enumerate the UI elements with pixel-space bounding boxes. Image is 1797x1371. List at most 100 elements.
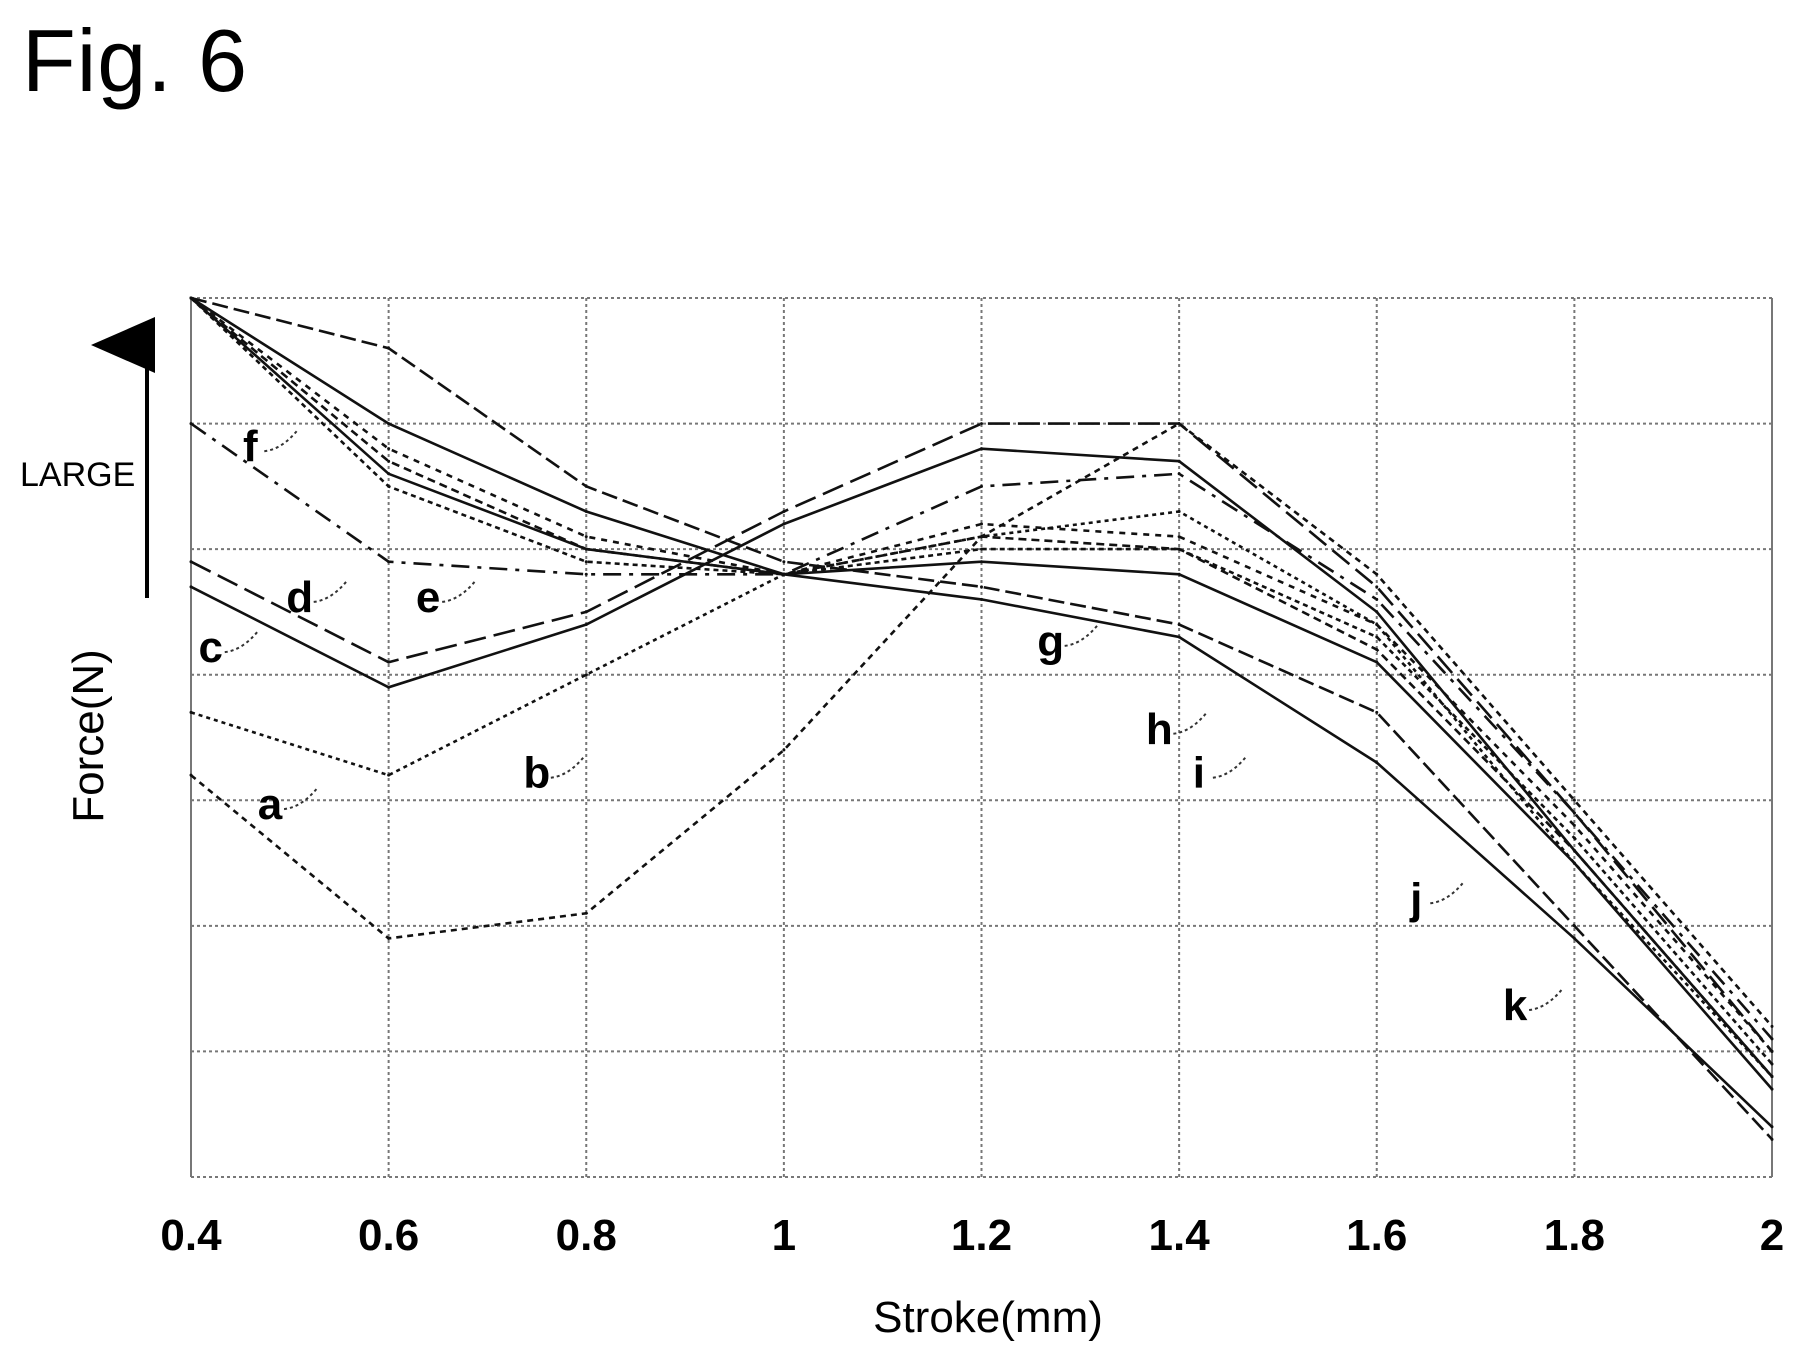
- series-label-i: i: [1193, 749, 1205, 798]
- data-point-a: [387, 936, 391, 940]
- figure-title: Fig. 6: [22, 11, 249, 110]
- y-axis-title: Force(N): [64, 649, 113, 823]
- data-point-j: [782, 572, 786, 576]
- data-point-c: [1375, 610, 1379, 614]
- data-point-f: [584, 560, 588, 564]
- data-point-h: [1375, 648, 1379, 652]
- data-point-k: [1770, 1137, 1774, 1141]
- data-point-g: [1770, 1087, 1774, 1091]
- series-line-k: [190, 296, 1773, 1141]
- data-point-d: [1177, 422, 1181, 426]
- x-tick-label: 1.8: [1544, 1211, 1605, 1260]
- data-point-g: [1177, 572, 1181, 576]
- leader-line-c: [224, 629, 260, 654]
- data-point-d: [980, 422, 983, 426]
- data-point-d: [584, 610, 588, 614]
- leader-line-g: [1064, 623, 1100, 647]
- data-point-g: [1375, 660, 1379, 664]
- data-point-f: [980, 547, 983, 551]
- data-point-i: [584, 535, 588, 539]
- data-point-e: [1177, 472, 1181, 476]
- data-point-d: [1375, 585, 1379, 589]
- data-point-d: [387, 660, 391, 664]
- data-point-i: [1375, 622, 1379, 626]
- series-labels: a b c d e f g hi j k: [199, 422, 1564, 1030]
- data-point-k: [1177, 622, 1181, 626]
- data-point-f: [1375, 635, 1379, 639]
- x-axis-title: Stroke(mm): [873, 1293, 1103, 1342]
- leader-line-e: [442, 579, 477, 603]
- series-line-d: [190, 422, 1774, 1053]
- data-point-k: [980, 585, 983, 589]
- data-point-c: [189, 585, 193, 589]
- data-point-c: [782, 522, 786, 526]
- x-tick-label: 0.8: [556, 1211, 617, 1260]
- data-point-f: [1770, 1062, 1774, 1066]
- data-point-e: [980, 484, 983, 488]
- leader-line-f: [264, 428, 300, 453]
- data-point-a: [1572, 798, 1576, 802]
- data-point-c: [387, 685, 391, 689]
- data-point-g: [980, 560, 983, 564]
- series-label-h: h: [1146, 705, 1173, 754]
- data-point-h: [387, 459, 391, 463]
- series-layer: [189, 296, 1774, 1141]
- data-point-k: [1375, 710, 1379, 714]
- data-point-a: [189, 773, 193, 777]
- data-point-c: [584, 622, 588, 626]
- data-point-j: [1375, 761, 1379, 765]
- series-label-k: k: [1503, 981, 1528, 1030]
- series-label-a: a: [258, 780, 283, 829]
- series-label-d: d: [286, 573, 313, 622]
- data-point-h: [1177, 547, 1181, 551]
- x-tick-label: 1.2: [951, 1211, 1012, 1260]
- data-point-f: [387, 484, 391, 488]
- data-point-e: [1770, 1037, 1774, 1041]
- data-point-k: [189, 296, 193, 300]
- data-point-h: [584, 547, 588, 551]
- leader-line-a: [283, 786, 319, 811]
- data-point-h: [980, 535, 983, 539]
- leader-line-d: [313, 579, 349, 603]
- data-point-a: [1375, 572, 1379, 576]
- x-tick-label: 1.6: [1346, 1211, 1407, 1260]
- chart-grid: [190, 297, 1773, 1178]
- data-point-i: [1572, 823, 1576, 827]
- data-point-k: [387, 346, 391, 350]
- data-point-a: [782, 748, 786, 752]
- data-point-j: [1177, 635, 1181, 639]
- series-label-g: g: [1037, 617, 1064, 666]
- data-point-k: [584, 484, 588, 488]
- data-point-b: [1177, 509, 1181, 513]
- data-point-a: [584, 911, 588, 915]
- series-label-b: b: [523, 749, 550, 798]
- x-tick-label: 1: [772, 1211, 796, 1260]
- y-indicator-label: LARGE: [20, 456, 135, 494]
- data-point-a: [1770, 1024, 1774, 1028]
- series-line-f: [190, 297, 1773, 1065]
- data-point-c: [980, 447, 983, 451]
- data-point-i: [387, 447, 391, 451]
- data-point-d: [782, 509, 786, 513]
- data-point-c: [1177, 459, 1181, 463]
- series-label-j: j: [1409, 874, 1422, 923]
- data-point-h: [1770, 1075, 1774, 1079]
- data-point-e: [1375, 597, 1379, 601]
- data-point-b: [387, 773, 391, 777]
- data-point-b: [189, 710, 193, 714]
- x-tick-label: 2: [1760, 1211, 1784, 1260]
- data-point-e: [584, 572, 588, 576]
- leader-line-j: [1430, 880, 1466, 905]
- series-label-f: f: [243, 422, 258, 471]
- data-point-k: [1572, 924, 1576, 928]
- data-point-k: [782, 560, 786, 564]
- x-tick-label: 1.4: [1149, 1211, 1211, 1260]
- data-point-b: [584, 673, 588, 677]
- data-point-i: [980, 522, 983, 526]
- data-point-f: [1572, 836, 1576, 840]
- data-point-j: [387, 422, 391, 426]
- data-point-g: [387, 472, 391, 476]
- data-point-e: [189, 422, 193, 426]
- data-point-d: [189, 560, 193, 564]
